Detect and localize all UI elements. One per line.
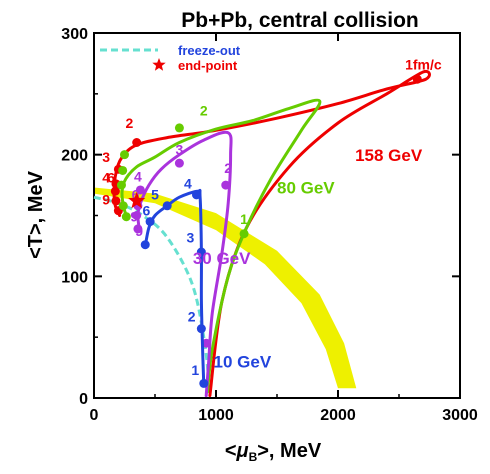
end-point-star (128, 191, 146, 209)
point-10-gev (145, 217, 155, 227)
point-30-gev (132, 211, 142, 220)
y-tick-label: 100 (61, 269, 88, 286)
point-30-gev (221, 180, 231, 190)
legend-end-point-star (152, 58, 166, 71)
x-axis-label-prefix: < (225, 440, 237, 462)
point-10-gev (196, 324, 206, 334)
point-158-gev (412, 74, 422, 84)
x-tick-label: 3000 (442, 407, 478, 424)
x-tick-label: 2000 (320, 407, 356, 424)
point-10-gev (191, 190, 201, 200)
point-label-10-gev: 5 (151, 187, 159, 203)
series-label-80-gev: 80 GeV (277, 179, 335, 198)
x-axis-label-symbol: μ (236, 440, 249, 462)
point-label-80-gev: 1 (240, 211, 248, 227)
x-axis-label-suffix: >, MeV (257, 440, 322, 462)
x-tick-label: 0 (90, 407, 99, 424)
point-label-10-gev: 4 (184, 176, 192, 192)
series-layer (93, 69, 431, 398)
point-label-158-gev: 3 (102, 149, 110, 165)
point-label-158-gev: 4 (102, 170, 110, 186)
point-label-10-gev: 2 (188, 308, 196, 324)
chart-title: Pb+Pb, central collision (181, 9, 418, 32)
point-label-158-gev: 9 (102, 192, 110, 208)
point-30-gev (174, 158, 184, 168)
point-80-gev (116, 180, 126, 190)
legend-freeze-out-label: freeze-out (178, 43, 241, 58)
point-label-158-gev: 2 (125, 115, 133, 131)
point-10-gev (162, 201, 172, 211)
point-80-gev (118, 201, 128, 211)
point-label-30-gev: 9 (130, 209, 138, 225)
trajectory-80-gev (120, 98, 322, 394)
point-80-gev (121, 212, 131, 222)
x-axis-label-sub: B (249, 450, 258, 464)
point-80-gev (120, 150, 129, 160)
trajectory-30-gev (136, 130, 233, 398)
point-10-gev (140, 240, 150, 250)
y-tick-label: 200 (61, 148, 88, 165)
point-80-gev (174, 123, 184, 133)
point-30-gev (135, 185, 145, 195)
point-label-30-gev: 2 (224, 160, 232, 176)
y-tick-label: 300 (61, 26, 88, 43)
point-158-gev (111, 196, 121, 206)
point-label-158-gev: 6 (107, 170, 115, 186)
point-158-gev (110, 186, 120, 196)
series-label-10-gev: 10 GeV (214, 353, 272, 372)
series-label-158-gev: 158 GeV (355, 146, 423, 165)
point-30-gev (133, 224, 143, 234)
point-158-gev (132, 138, 142, 147)
point-label-30-gev: 4 (134, 168, 142, 184)
point-label-30-gev: 6 (132, 187, 140, 203)
legend-end-point-label: end-point (178, 58, 238, 73)
point-label-158-gev: 1fm/c (405, 57, 442, 73)
x-axis-label: <μB>, MeV (225, 440, 322, 464)
axes-layer: 0 1000 2000 3000 0 100 200 300 (61, 26, 478, 424)
trajectory-158-gev (112, 69, 431, 398)
point-label-30-gev: 9 (135, 223, 143, 239)
point-80-gev (239, 229, 249, 239)
point-label-10-gev: 3 (186, 229, 194, 245)
point-80-gev (118, 165, 128, 175)
series-label-30-gev: 30 GeV (193, 249, 251, 268)
x-tick-label: 1000 (198, 407, 234, 424)
point-10-gev (196, 247, 206, 257)
point-label-10-gev: 6 (143, 203, 151, 219)
point-label-10-gev: 1 (191, 362, 199, 378)
y-axis-label: <T>, MeV (25, 170, 47, 258)
point-label-30-gev: 3 (176, 142, 184, 158)
point-10-gev (199, 378, 209, 388)
y-tick-label: 0 (79, 391, 88, 408)
point-label-80-gev: 2 (200, 103, 208, 119)
